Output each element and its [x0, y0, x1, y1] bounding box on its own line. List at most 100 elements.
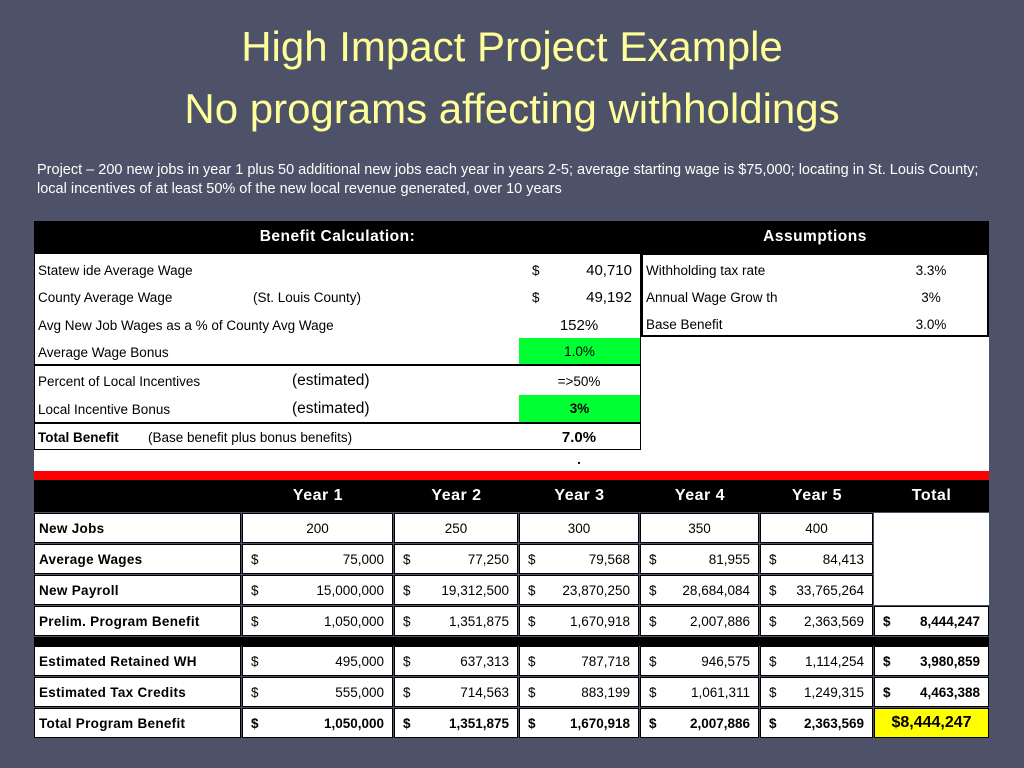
currency-symbol: $: [528, 582, 536, 598]
currency-symbol: $: [528, 684, 536, 700]
slide-title-line2: No programs affecting withholdings: [184, 85, 840, 132]
section-separator: [34, 637, 989, 646]
avg-wages-year5: $84,413: [760, 544, 873, 574]
tax-credits-total: $4,463,388: [874, 677, 989, 707]
currency-symbol: $: [528, 653, 536, 669]
cell-value: 555,000: [335, 684, 384, 700]
currency-symbol: $: [403, 684, 411, 700]
tax-credits-label: Estimated Tax Credits: [34, 677, 241, 707]
currency-symbol: $: [528, 715, 536, 731]
withholding-rate-label: Withholding tax rate: [646, 262, 766, 278]
currency-symbol: $: [403, 715, 411, 731]
currency-symbol: $: [769, 715, 777, 731]
prelim-label: Prelim. Program Benefit: [34, 606, 241, 636]
currency-symbol: $: [649, 684, 657, 700]
new-payroll-year4: $28,684,084: [640, 575, 759, 605]
total-blank-area: [874, 513, 989, 605]
currency-symbol: $: [403, 551, 411, 567]
retained-year1: $495,000: [242, 646, 393, 676]
currency-symbol: $: [528, 613, 536, 629]
cell-value: 2,007,886: [689, 613, 750, 629]
prelim-year1: $1,050,000: [242, 606, 393, 636]
currency-symbol: $: [251, 613, 259, 629]
cell-value: 77,250: [467, 551, 509, 567]
tax-credits-year1: $555,000: [242, 677, 393, 707]
spreadsheet: Benefit Calculation: Assumptions Statew …: [34, 221, 989, 739]
assumptions-box: [641, 253, 989, 337]
total-benefit-total: $8,444,247: [874, 708, 989, 738]
total-benefit-label: Total Program Benefit: [34, 708, 241, 738]
county-wage-note: (St. Louis County): [253, 289, 362, 305]
col-header-total: Total: [874, 480, 989, 512]
prelim-year4: $2,007,886: [640, 606, 759, 636]
cell-value: 81,955: [708, 551, 750, 567]
avg-wages-label: Average Wages: [34, 544, 241, 574]
prelim-year5: $2,363,569: [760, 606, 873, 636]
currency-symbol: $: [528, 551, 536, 567]
currency-symbol: $: [883, 684, 891, 700]
cell-value: 23,870,250: [562, 582, 630, 598]
avg-wages-year3: $79,568: [519, 544, 639, 574]
cell-value: 2,007,886: [689, 715, 750, 731]
project-description: Project – 200 new jobs in year 1 plus 50…: [37, 162, 979, 197]
prelim-year2: $1,351,875: [394, 606, 518, 636]
average-wage-bonus-value: 1.0%: [519, 338, 640, 365]
cell-value: 1,670,918: [569, 715, 630, 731]
cell-value: 79,568: [588, 551, 630, 567]
cell-value: 637,313: [460, 653, 509, 669]
currency-symbol: $: [403, 582, 411, 598]
col-header-year5: Year 5: [760, 480, 874, 512]
average-wage-bonus-label: Average Wage Bonus: [38, 344, 169, 360]
cell-value: 1,351,875: [448, 715, 509, 731]
cell-value: 495,000: [335, 653, 384, 669]
retained-year3: $787,718: [519, 646, 639, 676]
new-payroll-year3: $23,870,250: [519, 575, 639, 605]
currency-symbol: $: [251, 653, 259, 669]
avg-wages-year2: $77,250: [394, 544, 518, 574]
cell-value: 1,061,311: [690, 684, 750, 700]
cell-value: 1,050,000: [323, 715, 384, 731]
blank-area: [641, 337, 989, 471]
cell-value: 28,684,084: [682, 582, 750, 598]
avg-wages-year4: $81,955: [640, 544, 759, 574]
currency-symbol: $: [251, 551, 259, 567]
avg-wages-year1: $75,000: [242, 544, 393, 574]
total-benefit-label: Total Benefit: [38, 429, 119, 445]
new-payroll-year1: $15,000,000: [242, 575, 393, 605]
prelim-total: $8,444,247: [874, 606, 989, 636]
total-benefit-year3: $1,670,918: [519, 708, 639, 738]
retained-year4: $946,575: [640, 646, 759, 676]
new-payroll-year5: $33,765,264: [760, 575, 873, 605]
local-incentives-pct-note: (estimated): [292, 372, 370, 389]
red-divider: [34, 471, 989, 480]
col-header-year3: Year 3: [519, 480, 640, 512]
row-divider: [34, 364, 641, 366]
cell-value: 714,563: [460, 684, 509, 700]
currency-symbol: $: [649, 551, 657, 567]
new-jobs-year1: 200: [242, 513, 393, 543]
local-incentives-pct-value: =>50%: [557, 373, 601, 389]
cell-value: 19,312,500: [441, 582, 509, 598]
cell-value: 1,050,000: [323, 613, 384, 629]
cell-value: 946,575: [701, 653, 750, 669]
county-wage-value: 49,192: [586, 288, 632, 306]
prelim-year3: $1,670,918: [519, 606, 639, 636]
currency-symbol: $: [649, 653, 657, 669]
wage-growth-value: 3%: [921, 289, 941, 305]
local-incentive-bonus-value: 3%: [519, 395, 640, 422]
new-jobs-label: New Jobs: [34, 513, 241, 543]
total-benefit-year2: $1,351,875: [394, 708, 518, 738]
statewide-wage-label: Statew ide Average Wage: [38, 262, 193, 278]
withholding-rate-value: 3.3%: [915, 262, 947, 278]
tax-credits-year4: $1,061,311: [640, 677, 759, 707]
cell-value: 787,718: [581, 653, 630, 669]
avg-job-wage-pct-value: 152%: [559, 316, 599, 334]
retained-total: $3,980,859: [874, 646, 989, 676]
currency-symbol: $: [883, 653, 891, 669]
statewide-wage-currency: $: [532, 262, 540, 278]
currency-symbol: $: [251, 715, 259, 731]
new-jobs-year2: 250: [394, 513, 518, 543]
cell-value: 15,000,000: [316, 582, 384, 598]
cell-value: 883,199: [581, 684, 630, 700]
currency-symbol: $: [403, 613, 411, 629]
